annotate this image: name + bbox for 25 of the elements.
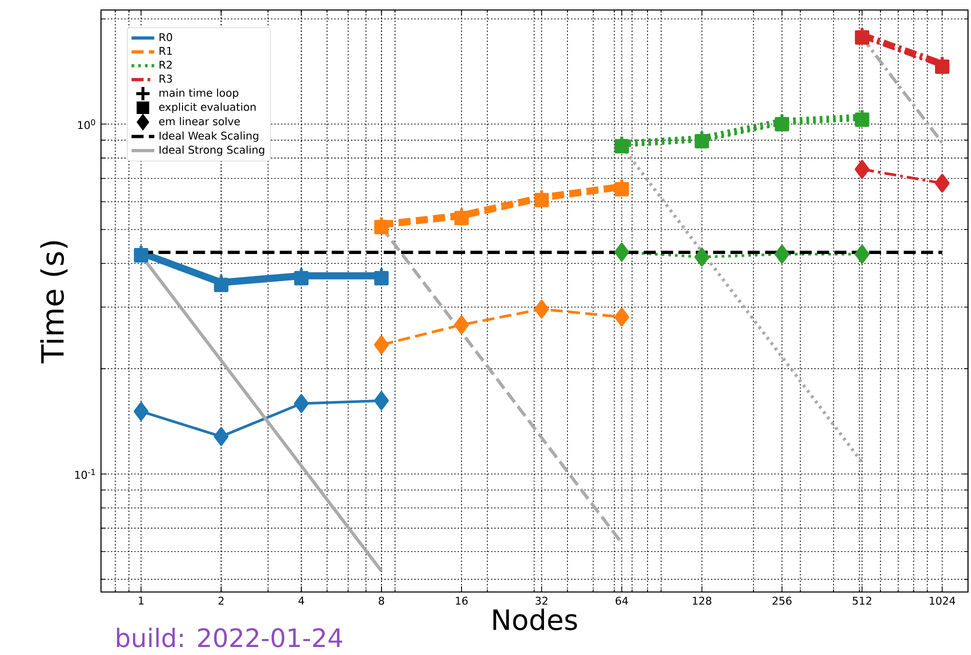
x-axis-title: Nodes	[493, 608, 577, 630]
y-tick-label: 10$^{0}$	[78, 119, 96, 130]
legend-label: R2	[160, 60, 172, 69]
x-tick-label: 4	[298, 596, 304, 604]
x-tick-label: 1024	[930, 596, 956, 605]
x-tick-label: 128	[692, 596, 712, 605]
x-tick-label: 256	[772, 596, 792, 605]
x-tick-label: 8	[378, 596, 384, 605]
x-tick-label: 64	[616, 596, 628, 605]
legend-label: main time loop	[160, 88, 238, 99]
legend-label: R0	[160, 33, 172, 42]
x-tick-label: 512	[852, 596, 872, 605]
x-tick-label: 2	[218, 596, 224, 605]
legend-label: em linear solve	[159, 117, 240, 126]
y-axis-title: Time (s)	[40, 241, 68, 364]
legend-label: explicit evaluation	[159, 102, 256, 114]
x-tick-label: 16	[456, 596, 468, 605]
legend-label: R3	[160, 74, 172, 83]
legend-label: R1	[160, 46, 172, 55]
y-tick-label: 10$^{-1}$	[75, 469, 95, 479]
legend-label: Ideal Strong Scaling	[160, 146, 264, 156]
x-tick-label: 32	[536, 596, 548, 605]
x-tick-label: 1	[138, 596, 144, 604]
legend-label: Ideal Weak Scaling	[160, 131, 258, 142]
text: build: 2022-01-24	[117, 628, 342, 648]
